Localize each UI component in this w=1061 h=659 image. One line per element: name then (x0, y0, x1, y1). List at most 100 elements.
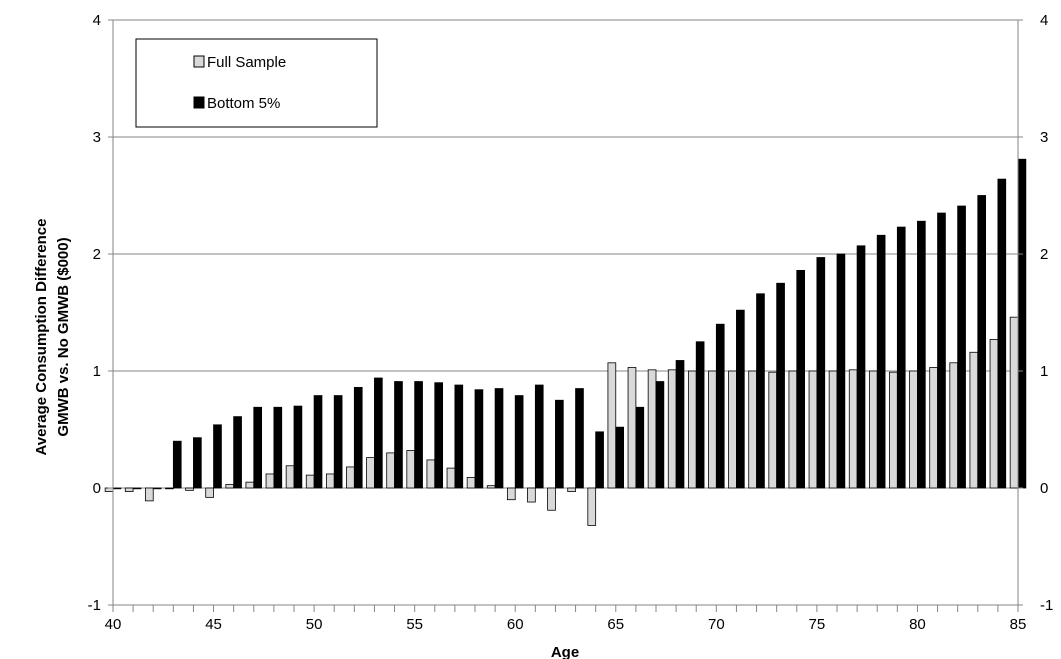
bar-full-sample (989, 339, 999, 489)
bar-full-sample (225, 484, 235, 489)
bar-full-sample (949, 362, 959, 489)
bar-bottom-5 (876, 234, 886, 489)
x-tick-label: 40 (105, 616, 122, 633)
bar-full-sample (587, 487, 597, 526)
bar-bottom-5 (394, 381, 403, 489)
bar-full-sample (527, 487, 536, 503)
bar-full-sample (969, 351, 979, 489)
bar-bottom-5 (555, 399, 564, 489)
y-tick-label-right: 3 (1040, 129, 1048, 146)
y-tick-label: 4 (93, 12, 101, 29)
y-tick-label: 1 (93, 363, 101, 380)
x-tick-label: 85 (1010, 616, 1027, 633)
bar-bottom-5 (937, 212, 946, 489)
bar-full-sample (486, 485, 496, 489)
bar-bottom-5 (796, 269, 806, 489)
bar-bottom-5 (836, 253, 846, 489)
bar-bottom-5 (1017, 158, 1027, 489)
bar-full-sample (285, 465, 295, 489)
bar-bottom-5 (172, 440, 182, 489)
x-tick-label: 50 (306, 616, 323, 633)
bar-bottom-5 (132, 487, 142, 490)
tick-labels: -1 -1 0 0 1 1 2 2 3 3 4 4 40 45 50 55 60 65 70 75 80 85 (88, 12, 1054, 633)
x-tick-label: 60 (507, 616, 524, 633)
x-tick-label: 75 (809, 616, 826, 633)
bar-full-sample (748, 370, 757, 489)
bar-bottom-5 (414, 381, 423, 489)
bar-full-sample (728, 370, 737, 489)
bar-bottom-5 (736, 309, 745, 489)
bar-bottom-5 (353, 386, 363, 489)
bar-bottom-5 (917, 220, 926, 489)
bars (104, 158, 1027, 526)
bar-full-sample (687, 370, 697, 489)
bar-bottom-5 (695, 341, 705, 489)
bar-full-sample (466, 477, 476, 489)
x-tick-label: 80 (909, 616, 926, 633)
bar-full-sample (104, 487, 114, 492)
legend-label-bottom-5: Bottom 5% (207, 95, 280, 112)
bar-full-sample (667, 369, 677, 489)
axes (108, 19, 1023, 612)
bar-bottom-5 (756, 293, 765, 489)
bar-full-sample (265, 473, 275, 489)
y-axis-title: Average Consumption Difference GMWB vs. … (33, 219, 72, 456)
bar-full-sample (305, 474, 315, 489)
bar-bottom-5 (293, 405, 303, 489)
bar-bottom-5 (112, 487, 122, 490)
x-axis-label: Age (551, 644, 579, 659)
bar-bottom-5 (514, 395, 524, 489)
bar-bottom-5 (997, 178, 1007, 489)
y-tick-label-right: 2 (1040, 246, 1048, 263)
bar-full-sample (366, 457, 375, 489)
x-tick-label: 70 (708, 616, 725, 633)
bar-bottom-5 (494, 388, 504, 489)
y-tick-label: -1 (88, 597, 101, 614)
bar-full-sample (426, 459, 436, 489)
x-tick-label: 65 (607, 616, 624, 633)
bar-bottom-5 (856, 245, 866, 489)
y-axis-label-line-2: GMWB vs. No GMWB ($000) (55, 237, 72, 436)
bar-full-sample (768, 371, 778, 489)
bar-full-sample (567, 487, 576, 492)
bar-full-sample (346, 466, 355, 489)
bar-bottom-5 (313, 395, 323, 489)
bar-bottom-5 (675, 360, 685, 489)
bar-full-sample (647, 369, 657, 489)
bar-full-sample (144, 487, 154, 502)
bar-bottom-5 (655, 381, 665, 489)
bar-bottom-5 (152, 487, 162, 490)
bar-bottom-5 (896, 226, 906, 489)
bar-bottom-5 (434, 382, 444, 489)
bar-full-sample (909, 370, 918, 489)
bar-bottom-5 (233, 416, 242, 489)
y-tick-label-right: -1 (1040, 597, 1053, 614)
x-tick-label: 45 (205, 616, 222, 633)
bar-full-sample (185, 487, 194, 491)
bar-full-sample (868, 370, 878, 489)
legend-swatch-bottom-5 (193, 96, 205, 109)
bar-full-sample (124, 487, 134, 492)
gridlines (113, 19, 1018, 489)
bar-bottom-5 (615, 426, 625, 489)
x-axis-title: Age (551, 644, 579, 659)
legend-label-full-sample: Full Sample (207, 54, 286, 71)
y-axis-label-line-1: Average Consumption Difference (33, 219, 50, 456)
bar-bottom-5 (816, 257, 826, 489)
bar-full-sample (446, 467, 456, 489)
bar-full-sample (848, 369, 858, 489)
y-tick-label: 2 (93, 246, 101, 263)
bar-full-sample (506, 487, 516, 501)
legend-box (135, 38, 378, 128)
bar-full-sample (708, 370, 717, 489)
bar-bottom-5 (635, 406, 645, 489)
y-tick-label: 0 (93, 480, 101, 497)
legend-swatch-full-sample (193, 55, 205, 68)
legend: Full Sample Bottom 5% (135, 38, 378, 128)
bar-bottom-5 (273, 406, 283, 489)
bar-bottom-5 (454, 384, 464, 489)
bar-bottom-5 (193, 437, 202, 489)
bar-bottom-5 (213, 424, 222, 489)
bar-bottom-5 (333, 395, 343, 489)
